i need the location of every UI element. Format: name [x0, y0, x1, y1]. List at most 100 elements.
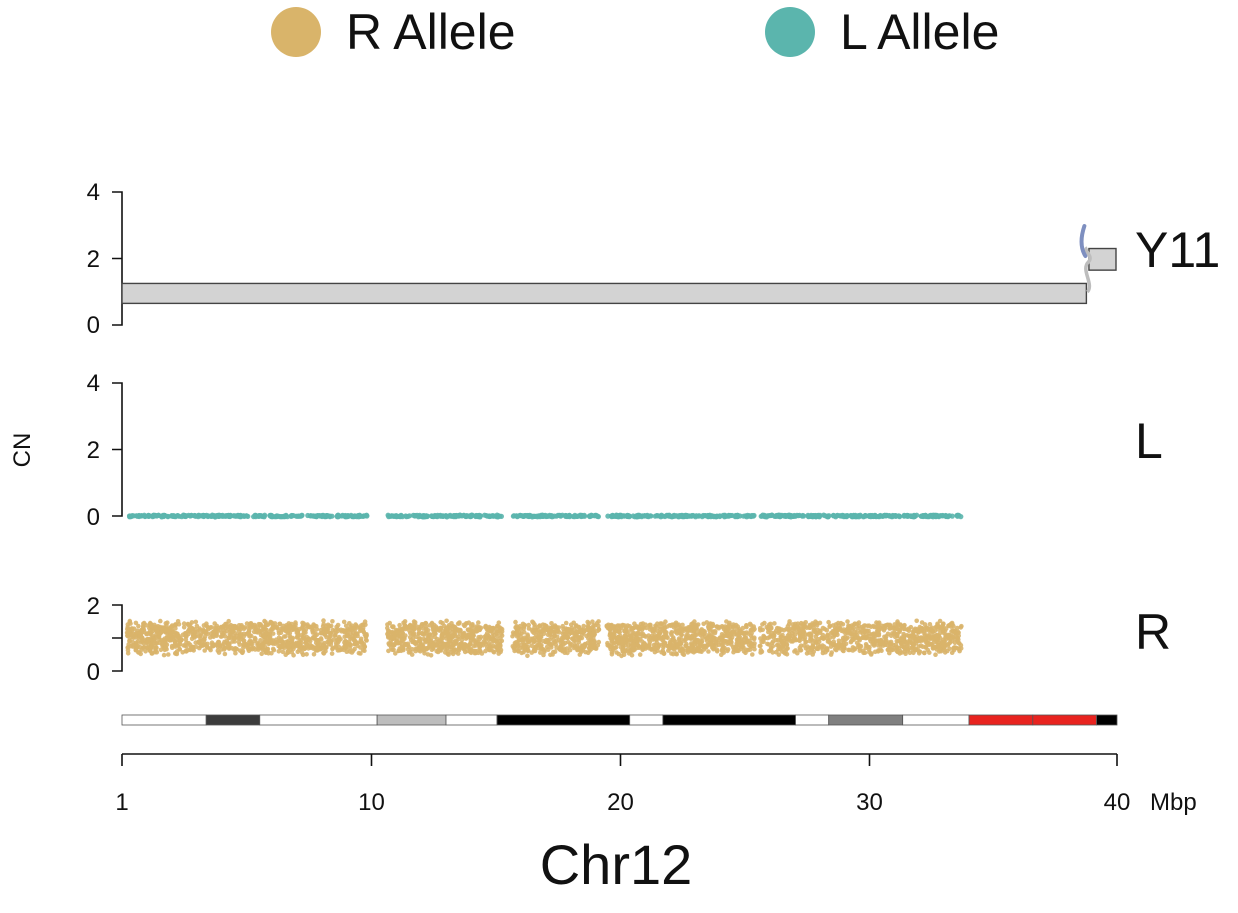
- cn-point: [922, 622, 928, 627]
- cn-point: [585, 650, 591, 656]
- cn-point: [692, 642, 697, 647]
- cn-point: [423, 638, 428, 643]
- cn-point: [143, 623, 149, 628]
- cn-point: [773, 512, 780, 519]
- cn-point: [450, 651, 456, 657]
- cn-point: [575, 635, 581, 641]
- cn-point: [943, 637, 949, 642]
- ideogram-band: [902, 714, 970, 726]
- cn-point: [431, 629, 437, 634]
- panel-r: 2 0 R: [87, 593, 1171, 686]
- x-axis-title: Chr12: [540, 833, 693, 896]
- cn-point: [491, 649, 496, 654]
- panel-l-tick-2: 2: [87, 437, 100, 464]
- cn-point: [561, 626, 566, 632]
- cn-point: [680, 647, 686, 652]
- cn-point: [427, 639, 433, 645]
- cn-point: [133, 620, 139, 626]
- cn-point: [801, 513, 807, 519]
- cn-point: [882, 512, 888, 519]
- panel-r-tick-0: 0: [87, 659, 100, 686]
- cn-point: [830, 623, 836, 628]
- cn-point: [929, 628, 935, 634]
- cn-point: [951, 645, 957, 650]
- cn-point: [937, 646, 942, 652]
- cn-point: [766, 629, 771, 635]
- cn-point: [173, 622, 178, 628]
- cn-point: [238, 634, 244, 639]
- cn-point: [592, 638, 597, 644]
- cn-point: [887, 650, 892, 656]
- cn-point: [596, 627, 602, 632]
- cn-point: [647, 642, 652, 647]
- cn-point: [156, 625, 162, 631]
- cn-point: [875, 643, 881, 648]
- cn-point: [270, 646, 276, 652]
- cn-point: [695, 647, 700, 653]
- cn-point: [584, 633, 589, 639]
- cn-point: [455, 647, 461, 652]
- cn-point: [956, 641, 962, 646]
- cn-point: [293, 620, 298, 625]
- cn-point: [927, 622, 933, 627]
- cn-point: [537, 639, 542, 644]
- cn-point: [609, 652, 615, 657]
- panel-y11-segments: [121, 224, 1117, 305]
- cn-point: [268, 640, 274, 646]
- cn-point: [892, 622, 897, 627]
- cn-point: [744, 623, 749, 628]
- cn-point: [952, 636, 958, 642]
- cn-point: [640, 647, 645, 653]
- cn-point: [491, 626, 496, 631]
- ideogram-band: [1096, 714, 1118, 726]
- x-tick-30: 30: [856, 789, 883, 816]
- cn-point: [898, 648, 903, 654]
- cn-point: [683, 637, 688, 642]
- cn-point: [707, 628, 712, 634]
- cn-segment: [1088, 247, 1117, 271]
- cn-point: [227, 641, 232, 647]
- cn-point: [752, 635, 757, 640]
- cn-point: [239, 650, 245, 655]
- cn-point: [468, 628, 474, 633]
- cn-point: [406, 513, 413, 519]
- cn-point: [330, 645, 336, 651]
- cn-point: [142, 513, 148, 519]
- cn-point: [705, 513, 711, 519]
- cn-point: [224, 638, 229, 644]
- cn-point: [360, 641, 365, 647]
- cn-point: [318, 630, 324, 636]
- cn-point: [407, 635, 413, 640]
- cn-point: [689, 622, 694, 627]
- cn-point: [272, 621, 278, 626]
- cn-point: [805, 513, 812, 520]
- cn-point: [149, 633, 155, 638]
- cn-point: [835, 620, 841, 626]
- cn-point: [728, 624, 733, 630]
- cn-point: [347, 621, 352, 626]
- cn-point: [643, 634, 649, 639]
- cn-point: [198, 643, 203, 649]
- cn-point: [628, 642, 634, 647]
- cn-point: [268, 513, 274, 520]
- cn-point: [516, 649, 521, 654]
- cn-point: [468, 513, 474, 519]
- cn-point: [856, 514, 862, 520]
- cn-point: [514, 624, 519, 629]
- cn-point: [525, 632, 530, 637]
- cn-point: [293, 625, 299, 631]
- cn-point: [198, 638, 203, 644]
- cn-point: [860, 631, 866, 637]
- cn-point: [612, 635, 618, 640]
- cn-point: [219, 630, 225, 636]
- cn-point: [697, 632, 703, 637]
- cn-point: [192, 634, 197, 639]
- cn-point: [757, 626, 763, 631]
- cn-point: [657, 624, 663, 630]
- cn-point: [556, 637, 562, 643]
- cn-point: [596, 619, 601, 624]
- cn-point: [517, 623, 523, 629]
- cn-point: [914, 627, 919, 633]
- cn-point: [458, 641, 464, 647]
- cn-point: [797, 638, 802, 643]
